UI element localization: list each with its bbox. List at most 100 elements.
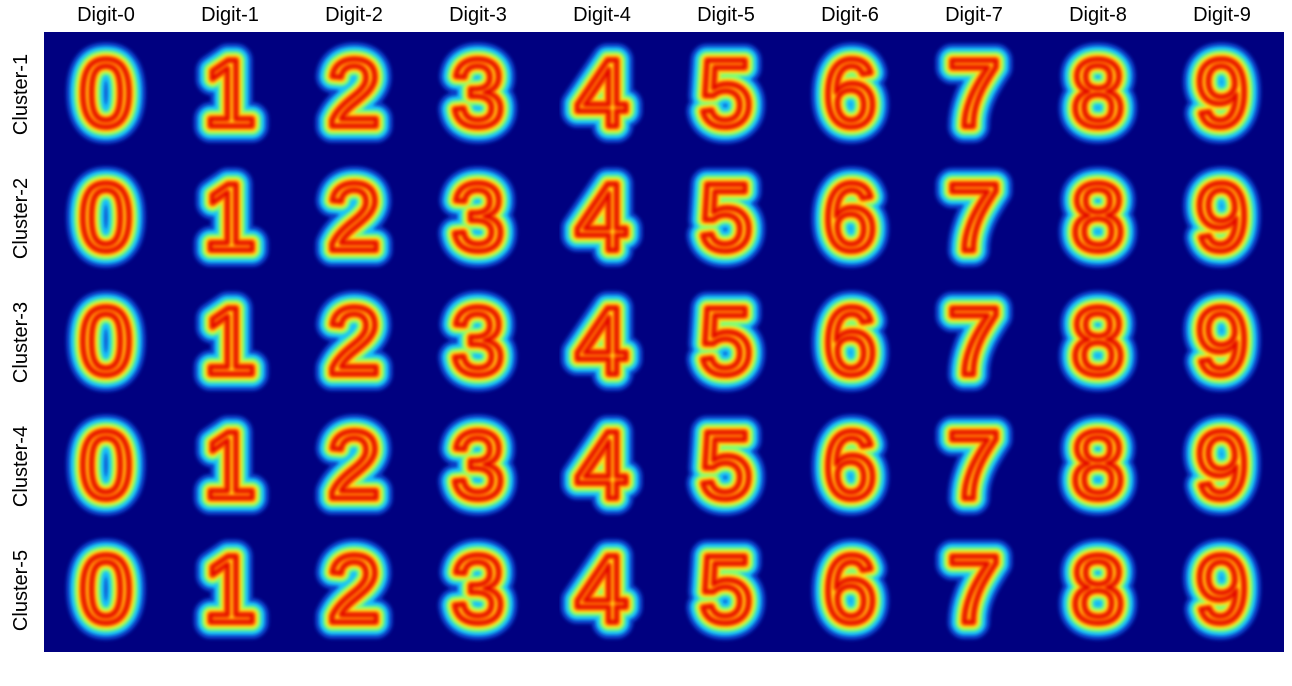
digit-stroke: 4 xyxy=(575,536,628,643)
digit-stroke: 3 xyxy=(451,164,504,271)
digit-stroke: 3 xyxy=(451,288,504,395)
digit-stroke: 2 xyxy=(327,412,380,519)
digit-stroke: 9 xyxy=(1195,288,1248,395)
digit-stroke: 1 xyxy=(203,164,256,271)
digit-stroke: 1 xyxy=(203,288,256,395)
digit-stroke: 7 xyxy=(947,288,1000,395)
digit-stroke: 3 xyxy=(451,536,504,643)
digit-stroke: 5 xyxy=(699,164,752,271)
digit-stroke: 5 xyxy=(699,164,752,271)
digit-stroke: 0 xyxy=(79,412,132,519)
digit-stroke: 4 xyxy=(575,288,628,395)
digit-stroke: 7 xyxy=(947,288,1000,395)
digit-stroke: 4 xyxy=(575,412,628,519)
digit-stroke: 8 xyxy=(1071,164,1124,271)
digit-stroke: 4 xyxy=(575,412,628,519)
row-label-text: Cluster-1 xyxy=(10,53,33,135)
digit-stroke: 1 xyxy=(203,164,256,271)
digit-stroke: 1 xyxy=(203,40,256,147)
digit-stroke: 7 xyxy=(947,412,1000,519)
digit-stroke: 4 xyxy=(575,40,628,147)
digit-stroke: 7 xyxy=(947,40,1000,147)
digit-stroke: 4 xyxy=(575,536,628,643)
digit-stroke: 7 xyxy=(947,536,1000,643)
digit-stroke: 0 xyxy=(79,164,132,271)
digit-stroke: 0 xyxy=(79,164,132,271)
digit-stroke: 4 xyxy=(575,40,628,147)
digit-stroke: 8 xyxy=(1071,40,1124,147)
digit-stroke: 1 xyxy=(203,412,256,519)
digit-stroke: 5 xyxy=(699,536,752,643)
digit-stroke: 6 xyxy=(823,40,876,147)
digit-stroke: 6 xyxy=(823,536,876,643)
digit-stroke: 5 xyxy=(699,288,752,395)
digit-stroke: 6 xyxy=(823,412,876,519)
column-label: Digit-8 xyxy=(1069,4,1127,26)
digit-stroke: 9 xyxy=(1195,40,1248,147)
row-label-text: Cluster-3 xyxy=(10,301,33,383)
digit-stroke: 4 xyxy=(575,164,628,271)
digit-stroke: 4 xyxy=(575,536,628,643)
row-label: Cluster-2 xyxy=(0,156,44,280)
digit-stroke: 3 xyxy=(451,536,504,643)
digit-stroke: 1 xyxy=(203,164,256,271)
column-label: Digit-1 xyxy=(201,4,259,26)
digit-stroke: 7 xyxy=(947,412,1000,519)
digit-stroke: 4 xyxy=(575,40,628,147)
digit-stroke: 6 xyxy=(823,164,876,271)
digit-stroke: 1 xyxy=(203,536,256,643)
row-label: Cluster-5 xyxy=(0,528,44,652)
digit-stroke: 3 xyxy=(451,412,504,519)
digit-stroke: 4 xyxy=(575,412,628,519)
digit-stroke: 0 xyxy=(79,40,132,147)
digit-stroke: 1 xyxy=(203,40,256,147)
digit-stroke: 2 xyxy=(327,536,380,643)
digit-stroke: 0 xyxy=(79,164,132,271)
digit-stroke: 2 xyxy=(327,40,380,147)
digit-stroke: 0 xyxy=(79,536,132,643)
digit-stroke: 9 xyxy=(1195,288,1248,395)
digit-stroke: 8 xyxy=(1071,288,1124,395)
digit-stroke: 3 xyxy=(451,536,504,643)
digit-stroke: 5 xyxy=(699,288,752,395)
digit-stroke: 4 xyxy=(575,164,628,271)
digit-stroke: 2 xyxy=(327,536,380,643)
digit-stroke: 0 xyxy=(79,536,132,643)
digit-stroke: 2 xyxy=(327,536,380,643)
digit-stroke: 6 xyxy=(823,536,876,643)
digit-stroke: 7 xyxy=(947,40,1000,147)
digit-stroke: 2 xyxy=(327,40,380,147)
digit-stroke: 1 xyxy=(203,164,256,271)
digit-stroke: 9 xyxy=(1195,412,1248,519)
digit-stroke: 7 xyxy=(947,412,1000,519)
digit-stroke: 1 xyxy=(203,412,256,519)
digit-stroke: 7 xyxy=(947,288,1000,395)
digit-stroke: 5 xyxy=(699,536,752,643)
digit-stroke: 0 xyxy=(79,536,132,643)
digit-stroke: 7 xyxy=(947,164,1000,271)
digit-stroke: 7 xyxy=(947,40,1000,147)
digit-stroke: 9 xyxy=(1195,288,1248,395)
column-label: Digit-0 xyxy=(77,4,135,26)
digit-stroke: 1 xyxy=(203,536,256,643)
digit-stroke: 1 xyxy=(203,288,256,395)
digit-stroke: 3 xyxy=(451,164,504,271)
digit-stroke: 2 xyxy=(327,164,380,271)
digit-stroke: 2 xyxy=(327,288,380,395)
digit-stroke: 4 xyxy=(575,536,628,643)
